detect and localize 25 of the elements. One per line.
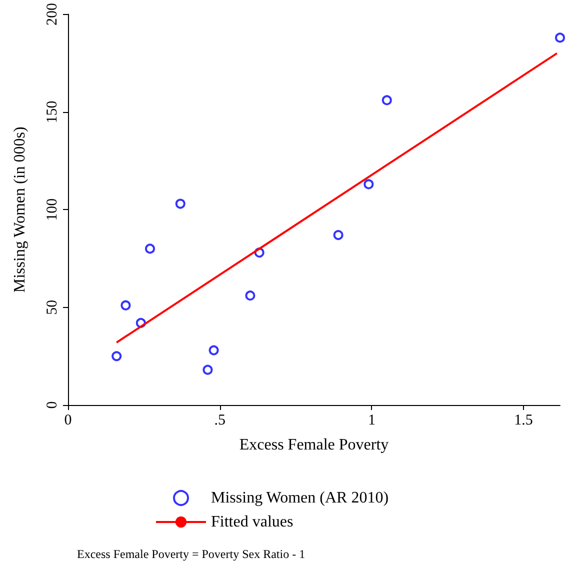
legend-label: Fitted values [211, 514, 294, 530]
y-tick-label: 50 [44, 300, 60, 315]
y-tick-label: 100 [44, 198, 60, 221]
y-axis-title: Missing Women (in 000s) [12, 126, 28, 293]
point [120, 300, 131, 310]
point [382, 95, 392, 106]
point [175, 198, 186, 209]
x-axis-title: Excess Female Poverty [239, 436, 389, 454]
point [202, 364, 213, 375]
x-tick-label: 1 [368, 412, 376, 428]
x-tick-label: 0 [64, 412, 72, 428]
point [555, 32, 565, 43]
y-tick-label: 200 [44, 3, 60, 26]
text: Excess Female Poverty = Poverty Sex Ratio - 1 [77, 547, 306, 561]
point [364, 179, 374, 190]
x-tick-label: 1.5 [514, 412, 533, 428]
point [333, 230, 344, 240]
point [245, 290, 256, 301]
point [145, 244, 155, 254]
y-tick-label: 150 [44, 100, 60, 124]
x-tick-label: .5 [214, 412, 226, 428]
point [208, 345, 219, 356]
y-tick-label: 0 [44, 401, 60, 409]
point [112, 351, 122, 362]
legend-label: Missing Women (AR 2010) [211, 490, 389, 506]
